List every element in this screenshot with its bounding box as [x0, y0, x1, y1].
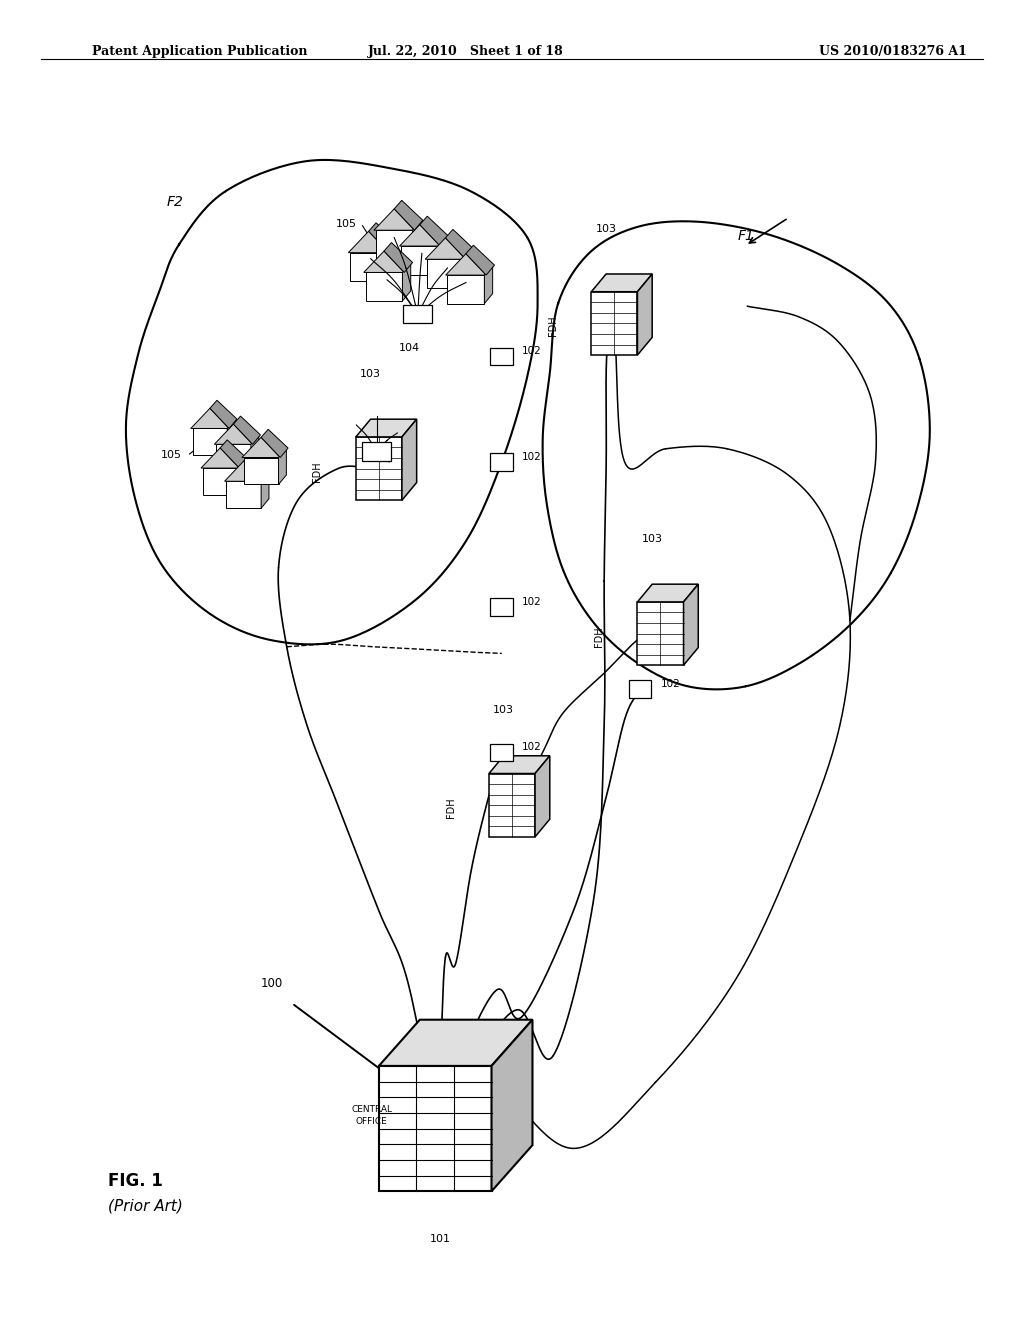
Polygon shape: [348, 231, 389, 252]
Polygon shape: [279, 447, 287, 484]
Text: 102: 102: [522, 451, 542, 462]
Text: 103: 103: [596, 223, 616, 234]
Polygon shape: [226, 482, 261, 508]
Polygon shape: [464, 249, 472, 288]
Text: CENTRAL
OFFICE: CENTRAL OFFICE: [351, 1105, 392, 1126]
Polygon shape: [484, 265, 493, 304]
Text: FDH: FDH: [445, 797, 456, 818]
Polygon shape: [233, 416, 260, 445]
Polygon shape: [466, 246, 495, 275]
Polygon shape: [684, 585, 698, 665]
Polygon shape: [366, 272, 402, 301]
Polygon shape: [203, 469, 238, 495]
Text: Jul. 22, 2010   Sheet 1 of 18: Jul. 22, 2010 Sheet 1 of 18: [368, 45, 564, 58]
Polygon shape: [492, 1019, 532, 1191]
Polygon shape: [489, 756, 550, 774]
Polygon shape: [210, 400, 237, 429]
Bar: [490, 743, 513, 762]
Polygon shape: [201, 447, 240, 469]
Polygon shape: [401, 246, 438, 275]
Polygon shape: [420, 216, 449, 246]
Polygon shape: [535, 756, 550, 837]
Bar: [490, 453, 513, 471]
Text: 102: 102: [522, 742, 542, 752]
Polygon shape: [438, 236, 446, 275]
Polygon shape: [374, 209, 415, 230]
Text: F1: F1: [737, 228, 754, 243]
Polygon shape: [489, 774, 535, 837]
Text: FDH: FDH: [548, 315, 558, 337]
Polygon shape: [427, 259, 464, 288]
Polygon shape: [376, 230, 413, 259]
Bar: [362, 442, 391, 461]
Polygon shape: [637, 275, 652, 355]
Polygon shape: [379, 1067, 492, 1191]
Text: 100: 100: [260, 977, 283, 990]
Text: (Prior Art): (Prior Art): [108, 1199, 182, 1213]
Bar: [629, 680, 651, 698]
Polygon shape: [447, 275, 484, 304]
Polygon shape: [384, 243, 413, 272]
Polygon shape: [227, 418, 236, 455]
Polygon shape: [364, 251, 404, 272]
Polygon shape: [445, 253, 486, 275]
Text: 104: 104: [399, 343, 420, 354]
Text: 105: 105: [161, 450, 182, 461]
Polygon shape: [413, 220, 421, 259]
Polygon shape: [216, 445, 251, 471]
Text: 101: 101: [430, 1234, 451, 1245]
Text: 105: 105: [335, 219, 356, 230]
Text: 102: 102: [522, 597, 542, 607]
Text: 102: 102: [660, 678, 680, 689]
Polygon shape: [261, 471, 269, 508]
Text: F2: F2: [167, 194, 183, 209]
Polygon shape: [251, 434, 259, 471]
Polygon shape: [244, 453, 270, 482]
Polygon shape: [394, 201, 423, 230]
Bar: [403, 305, 432, 323]
Polygon shape: [637, 602, 684, 665]
Text: 102: 102: [522, 346, 542, 356]
Polygon shape: [399, 224, 440, 246]
Bar: [490, 598, 513, 616]
Polygon shape: [592, 292, 637, 355]
Polygon shape: [401, 420, 417, 500]
Polygon shape: [244, 458, 279, 484]
Polygon shape: [214, 424, 253, 445]
Polygon shape: [350, 252, 387, 281]
Text: FDH: FDH: [594, 626, 604, 647]
Text: FIG. 1: FIG. 1: [108, 1172, 163, 1191]
Text: Patent Application Publication: Patent Application Publication: [92, 45, 307, 58]
Polygon shape: [356, 437, 401, 500]
Polygon shape: [242, 437, 281, 458]
Text: US 2010/0183276 A1: US 2010/0183276 A1: [819, 45, 967, 58]
Polygon shape: [356, 420, 417, 437]
Polygon shape: [637, 585, 698, 602]
Text: 103: 103: [642, 533, 663, 544]
Text: 104: 104: [361, 480, 382, 491]
Polygon shape: [369, 223, 397, 252]
Polygon shape: [387, 243, 395, 281]
Text: FDH: FDH: [312, 461, 323, 482]
Text: 103: 103: [360, 368, 381, 379]
Polygon shape: [592, 275, 652, 292]
Polygon shape: [193, 429, 227, 455]
Bar: [490, 347, 513, 366]
Polygon shape: [379, 1019, 532, 1067]
Polygon shape: [220, 440, 247, 469]
Polygon shape: [238, 458, 246, 495]
Polygon shape: [445, 230, 474, 259]
Text: 103: 103: [494, 705, 514, 715]
Polygon shape: [261, 429, 288, 458]
Polygon shape: [402, 263, 411, 301]
Polygon shape: [190, 408, 229, 429]
Polygon shape: [425, 238, 466, 259]
Polygon shape: [224, 461, 263, 482]
